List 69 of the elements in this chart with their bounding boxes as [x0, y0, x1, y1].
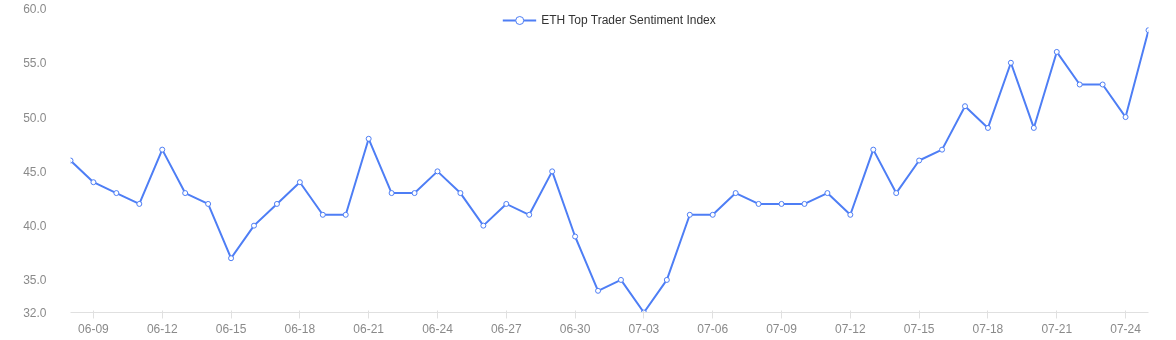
- x-tick-label: 06-24: [422, 321, 454, 336]
- y-tick-label: 55.0: [23, 56, 47, 71]
- x-tick-label: 06-15: [215, 321, 247, 336]
- point: [457, 190, 464, 197]
- x-tick-label: 06-09: [78, 321, 110, 336]
- point: [228, 255, 235, 262]
- point: [205, 200, 212, 207]
- point: [663, 276, 670, 283]
- point: [296, 179, 303, 186]
- point: [411, 190, 418, 197]
- legend-label: ETH Top Trader Sentiment Index: [541, 13, 716, 27]
- point: [182, 190, 189, 197]
- point: [984, 124, 991, 131]
- point: [273, 200, 280, 207]
- y-tick-label: 35.0: [23, 273, 47, 288]
- point: [939, 146, 946, 153]
- x-tick-label: 07-03: [628, 321, 660, 336]
- x-tick-label: 07-12: [834, 321, 866, 336]
- point: [136, 200, 143, 207]
- x-tick-label: 07-15: [903, 321, 935, 336]
- x-tick-label: 07-06: [697, 321, 729, 336]
- point: [709, 211, 716, 218]
- point: [90, 179, 97, 186]
- point: [319, 211, 326, 218]
- point: [732, 190, 739, 197]
- y-tick-label: 60.0: [23, 2, 47, 16]
- point: [480, 222, 487, 229]
- point: [159, 146, 166, 153]
- point: [595, 287, 602, 294]
- point: [1053, 48, 1060, 55]
- point: [526, 211, 533, 218]
- x-tick-label: 07-21: [1041, 321, 1073, 336]
- point: [801, 200, 808, 207]
- point: [1007, 59, 1014, 66]
- point: [388, 190, 395, 197]
- point: [342, 211, 349, 218]
- point: [1099, 81, 1106, 88]
- y-tick-label: 45.0: [23, 164, 47, 179]
- point: [962, 103, 969, 110]
- x-tick-label: 06-21: [353, 321, 385, 336]
- point: [847, 211, 854, 218]
- x-tick-label: 06-18: [284, 321, 316, 336]
- point: [434, 168, 441, 175]
- y-tick-label: 40.0: [23, 219, 47, 234]
- point: [893, 190, 900, 197]
- x-tick-label: 06-27: [490, 321, 522, 336]
- point: [572, 233, 579, 240]
- point: [549, 168, 556, 175]
- y-tick-label: 50.0: [23, 110, 47, 125]
- point: [1076, 81, 1083, 88]
- x-tick-label: 06-12: [146, 321, 178, 336]
- point: [1030, 124, 1037, 131]
- point: [250, 222, 257, 229]
- point: [755, 200, 762, 207]
- x-tick-label: 06-30: [559, 321, 591, 336]
- point: [686, 211, 693, 218]
- point: [617, 276, 624, 283]
- point: [824, 190, 831, 197]
- point: [503, 200, 510, 207]
- point: [778, 200, 785, 207]
- y-tick-label: 32.0: [23, 306, 47, 320]
- point: [365, 135, 372, 142]
- point: [1122, 114, 1129, 121]
- point: [113, 190, 120, 197]
- point: [916, 157, 923, 164]
- x-tick-label: 07-09: [766, 321, 798, 336]
- x-tick-label: 07-24: [1110, 321, 1142, 336]
- point: [870, 146, 877, 153]
- x-tick-label: 07-18: [972, 321, 1004, 336]
